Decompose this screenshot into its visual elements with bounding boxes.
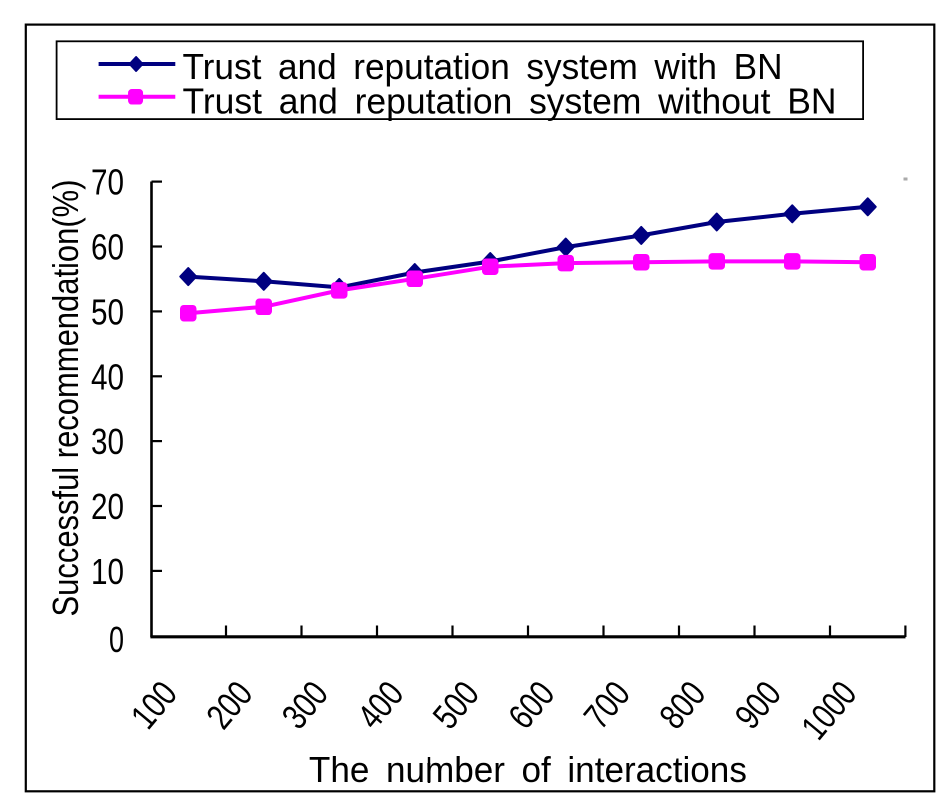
svg-text:40: 40 bbox=[91, 356, 124, 397]
svg-text:The number of interactions: The number of interactions bbox=[309, 749, 747, 790]
svg-text:30: 30 bbox=[91, 421, 124, 462]
svg-text:Trust and reputation system wi: Trust and reputation system with BN bbox=[183, 46, 783, 87]
svg-text:10: 10 bbox=[91, 551, 124, 592]
svg-text:0: 0 bbox=[109, 619, 124, 660]
svg-text:70: 70 bbox=[91, 162, 124, 203]
svg-text:20: 20 bbox=[91, 486, 124, 527]
svg-text:Trust and reputation system wi: Trust and reputation system without BN bbox=[183, 81, 837, 122]
svg-text:60: 60 bbox=[91, 227, 124, 268]
svg-text:50: 50 bbox=[91, 291, 124, 332]
svg-text:Successful recommendation(%): Successful recommendation(%) bbox=[45, 180, 86, 617]
